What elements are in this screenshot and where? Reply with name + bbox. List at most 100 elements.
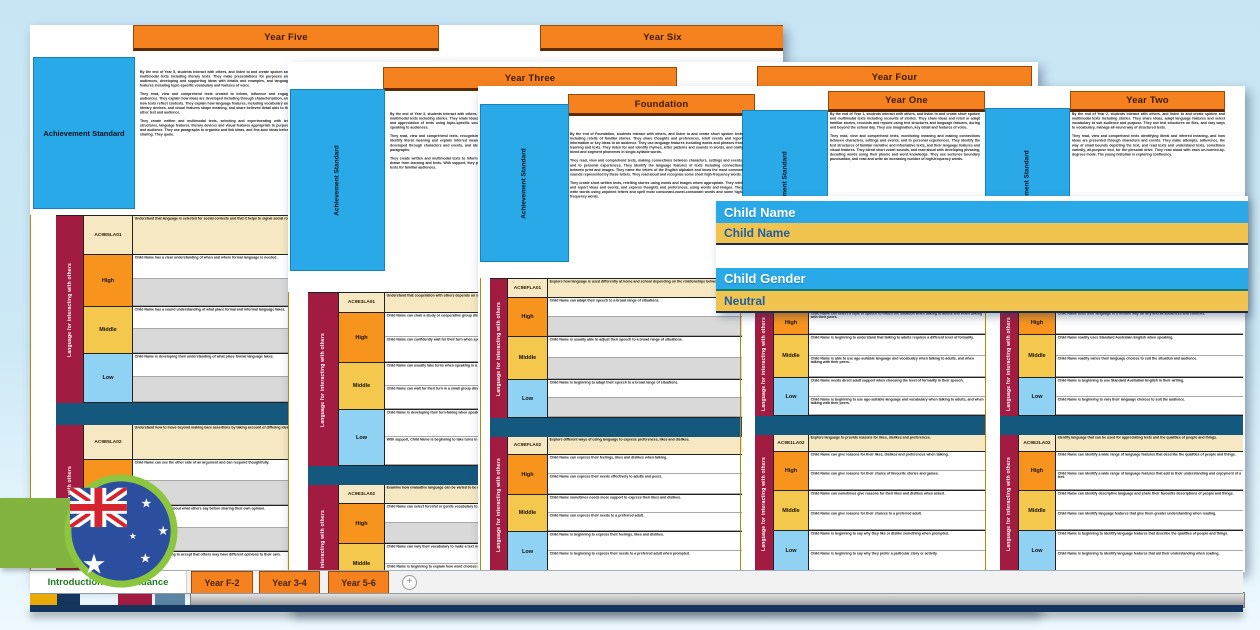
content-description-text: Examine how evaluative language can be v… xyxy=(386,485,514,490)
descriptor-cell[interactable]: Child Name can give reasons for their ch… xyxy=(809,471,985,490)
level-row: Middle Child Name can sometimes give reas… xyxy=(774,491,985,531)
level-cell-low[interactable]: Low xyxy=(774,378,809,415)
descriptor-cell[interactable]: Child Name can express their needs effec… xyxy=(548,474,742,494)
curriculum-code-cell[interactable]: AC9E5LA01 xyxy=(84,216,133,254)
level-cell-low[interactable]: Low xyxy=(339,410,385,465)
level-cell-middle[interactable]: Middle xyxy=(1019,335,1056,377)
standard-paragraph: They read, view and comprehend texts ide… xyxy=(1072,134,1225,157)
achievement-standard-box: Achievement Standard xyxy=(33,57,135,209)
descriptor-text: Child Name is beginning to understand th… xyxy=(810,335,974,340)
content-description-cell[interactable]: Explore language to provide reasons for … xyxy=(809,435,985,451)
descriptor-cell[interactable]: Child Name readily varies their language… xyxy=(1056,356,1243,377)
descriptor-cell[interactable]: Child Name can express their needs to a … xyxy=(548,513,742,531)
descriptor-text: Child Name is beginning to identify lang… xyxy=(1057,531,1229,536)
child-gender-select[interactable]: Neutral xyxy=(716,291,1248,313)
level-cell-low[interactable]: Low xyxy=(84,354,133,402)
tab-year-f-2[interactable]: Year F-2 xyxy=(191,571,253,593)
descriptor-cell[interactable]: Child Name needs direct adult support wh… xyxy=(809,378,985,397)
content-description-cell[interactable]: Explore how language is used differently… xyxy=(548,279,742,297)
level-cell-high[interactable]: High xyxy=(774,452,809,490)
descriptor-cell[interactable]: Child Name is beginning to identify lang… xyxy=(1056,531,1243,551)
descriptor-cell[interactable]: Child Name can give reasons for their ch… xyxy=(809,511,985,530)
level-row: Middle Child Name is usually able to adju… xyxy=(508,337,742,380)
curriculum-code-cell[interactable]: AC9EFLA02 xyxy=(508,437,548,454)
descriptor-cell[interactable]: Child Name is beginning to express their… xyxy=(548,551,742,571)
level-cell-low[interactable]: Low xyxy=(1019,531,1056,571)
strand-band: Language for interacting with others xyxy=(490,279,508,418)
tab-year-3-4[interactable]: Year 3-4 xyxy=(259,571,320,593)
descriptor-cell[interactable]: Child Name is beginning to adapt their s… xyxy=(548,380,742,398)
descriptor-text: Child Name can confidently wait for thei… xyxy=(386,337,523,342)
descriptor-cell[interactable]: Child Name can identify a wide range of … xyxy=(1056,452,1243,471)
descriptor-cell[interactable] xyxy=(548,317,742,336)
descriptor-cell[interactable]: Child Name uses their language in a flex… xyxy=(1056,311,1243,334)
descriptor-cell[interactable]: Child Name is beginning to identify lang… xyxy=(1056,551,1243,571)
content-description-text: Understand that language is selected for… xyxy=(134,216,324,221)
descriptor-text: Child Name is able to use age-suitable l… xyxy=(810,356,974,365)
level-cell-low[interactable]: Low xyxy=(1019,378,1056,415)
level-cell-low[interactable]: Low xyxy=(774,531,809,571)
content-description-cell[interactable]: Explore different ways of using language… xyxy=(548,437,742,454)
level-cell-low[interactable]: Low xyxy=(508,380,548,417)
content-description-cell[interactable]: Examine how evaluative language can be v… xyxy=(385,485,1038,503)
level-row: Middle Child Name sometimes needs more su… xyxy=(508,495,742,532)
descriptor-cell[interactable]: Child Name is beginning to use age-suita… xyxy=(809,397,985,415)
descriptor-cell[interactable]: Child Name is beginning to use Standard … xyxy=(1056,378,1243,397)
content-description-cell[interactable]: Understand that language is selected for… xyxy=(133,216,783,254)
descriptor-cell[interactable]: Child Name can express their feelings, l… xyxy=(548,455,742,474)
level-cell-middle[interactable]: Middle xyxy=(508,337,548,379)
descriptor-cell[interactable]: Child Name can select a style of speech … xyxy=(809,311,985,334)
level-cell-high[interactable]: High xyxy=(774,311,809,334)
level-cell-high[interactable]: High xyxy=(508,298,548,336)
level-cell-high[interactable]: High xyxy=(84,255,133,306)
curriculum-code-cell[interactable]: AC9E2LA02 xyxy=(1019,435,1056,451)
descriptor-cell[interactable]: Child Name can identify a wide range of … xyxy=(1056,471,1243,490)
descriptor-cell[interactable]: Child Name is beginning to say why they … xyxy=(809,551,985,571)
level-cell-middle[interactable]: Middle xyxy=(1019,491,1056,530)
level-cell-low[interactable]: Low xyxy=(508,532,548,571)
add-sheet-button[interactable]: + xyxy=(402,575,417,590)
descriptor-cell[interactable] xyxy=(548,358,742,379)
level-cell-middle[interactable]: Middle xyxy=(84,307,133,353)
level-row: Middle Child Name is beginning to underst… xyxy=(774,335,985,378)
code-row: AC9EFLA02 Explore different ways of using… xyxy=(508,437,742,455)
standard-paragraph: They read, view and comprehend texts, ma… xyxy=(570,159,743,177)
level-cell-high[interactable]: High xyxy=(339,504,385,543)
descriptor-cell[interactable]: Child Name can sometimes give reasons fo… xyxy=(809,491,985,511)
descriptor-cell[interactable]: Child Name is beginning to express their… xyxy=(548,532,742,551)
curriculum-code-cell[interactable]: AC9E3LA02 xyxy=(339,485,385,503)
level-cell-high[interactable]: High xyxy=(508,455,548,494)
descriptor-cell[interactable]: Child Name is beginning to say why they … xyxy=(809,531,985,551)
level-cell-middle[interactable]: Middle xyxy=(774,335,809,377)
level-row: Low Child Name is beginning to adapt thei… xyxy=(508,380,742,418)
curriculum-code-cell[interactable]: AC9EFLA01 xyxy=(508,279,548,297)
child-name-input[interactable]: Child Name xyxy=(716,223,1248,245)
descriptor-cell[interactable]: Child Name can identify descriptive lang… xyxy=(1056,491,1243,511)
curriculum-code-cell[interactable]: AC9E3LA01 xyxy=(339,293,385,312)
descriptor-cell[interactable]: Child Name readily uses Standard Austral… xyxy=(1056,335,1243,356)
content-description-cell[interactable]: Understand how to move beyond making bar… xyxy=(133,425,783,459)
descriptor-cell[interactable]: Child Name sometimes needs more support … xyxy=(548,495,742,513)
level-cell-middle[interactable]: Middle xyxy=(339,363,385,409)
achievement-standard-label: Achievement Standard xyxy=(521,147,528,219)
descriptor-cell[interactable] xyxy=(548,398,742,417)
descriptor-cell[interactable]: Child Name can give reasons for their li… xyxy=(809,452,985,471)
descriptor-cell[interactable]: Child Name is beginning to vary their la… xyxy=(1056,397,1243,415)
tab-year-5-6[interactable]: Year 5-6 xyxy=(328,571,389,593)
descriptor-cell[interactable]: Child Name can identify language feature… xyxy=(1056,511,1243,530)
descriptor-cell[interactable]: Child Name can adapt their speech to a b… xyxy=(548,298,742,317)
descriptor-cell[interactable]: Child Name is beginning to understand th… xyxy=(809,335,985,356)
level-cell-middle[interactable]: Middle xyxy=(774,491,809,530)
content-description-text: Explore language to provide reasons for … xyxy=(810,435,931,440)
level-cell-high[interactable]: High xyxy=(1019,452,1056,490)
level-cell-middle[interactable]: Middle xyxy=(508,495,548,531)
descriptor-cell[interactable]: Child Name is usually able to adjust the… xyxy=(548,337,742,358)
level-cell-high[interactable]: High xyxy=(339,313,385,362)
descriptor-text: Child Name can select a style of speech … xyxy=(810,311,983,320)
descriptor-cell[interactable]: Child Name is able to use age-suitable l… xyxy=(809,356,985,377)
content-description-text: Understand how to move beyond making bar… xyxy=(134,425,312,430)
level-cell-high[interactable]: High xyxy=(1019,311,1056,334)
content-description-cell[interactable]: Identify language that can be used for a… xyxy=(1056,435,1243,451)
curriculum-code-cell[interactable]: AC9E5LA02 xyxy=(84,425,133,459)
curriculum-code-cell[interactable]: AC9E1LA02 xyxy=(774,435,809,451)
